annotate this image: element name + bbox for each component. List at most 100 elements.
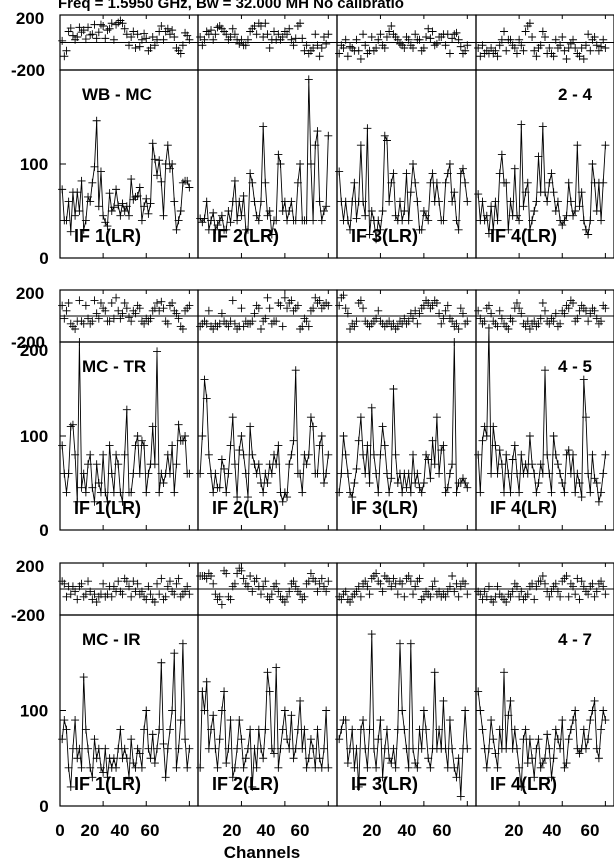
if-label: IF 4(LR) [490, 774, 557, 794]
amplitude-point [155, 488, 164, 497]
amplitude-point [300, 725, 309, 734]
phase-point [73, 595, 82, 604]
amplitude-point [545, 744, 554, 753]
phase-point [530, 595, 539, 604]
amplitude-point [406, 188, 415, 197]
amplitude-point [389, 385, 398, 393]
phase-point [525, 325, 534, 333]
amplitude-point [350, 479, 359, 487]
phase-point [71, 325, 80, 333]
amplitude-point [144, 469, 153, 478]
amplitude-point [480, 216, 489, 225]
phase-point [339, 291, 348, 300]
phase-point [363, 582, 372, 591]
phase-point [120, 299, 129, 307]
amplitude-point [367, 403, 376, 412]
amplitude-point [443, 169, 452, 178]
phase-point [432, 299, 441, 307]
amplitude-point [586, 216, 595, 225]
amplitude-point [562, 759, 571, 768]
amplitude-point [259, 754, 268, 763]
amplitude-point [525, 735, 534, 744]
amplitude-point [452, 773, 461, 782]
phase-point [298, 34, 307, 43]
amplitude-point [454, 754, 463, 763]
amplitude-point [536, 763, 545, 772]
amplitude-point [309, 216, 318, 225]
amplitude-point [109, 754, 118, 763]
phase-point [556, 41, 565, 50]
amplitude-point [356, 413, 365, 422]
amplitude-point [586, 488, 595, 497]
amplitude-point [142, 488, 151, 497]
phase-point [592, 41, 601, 50]
phase-point [341, 587, 350, 596]
amplitude-point [274, 441, 283, 450]
phase-point [88, 30, 97, 39]
phase-point [86, 587, 95, 596]
phase-point [207, 572, 216, 580]
amplitude-point [324, 131, 333, 140]
phase-point [454, 35, 463, 44]
phase-point [62, 592, 71, 601]
phase-point [532, 582, 541, 591]
phase-point [450, 587, 459, 596]
phase-point [174, 314, 183, 323]
phase-point [226, 595, 235, 604]
amplitude-point [474, 687, 483, 696]
phase-point [601, 304, 610, 313]
phase-point [452, 319, 461, 328]
if-label: IF 1(LR) [74, 498, 141, 518]
amplitude-point [174, 420, 183, 429]
phase-point [404, 572, 413, 580]
amplitude-point [564, 178, 573, 187]
amplitude-point [131, 192, 140, 201]
amplitude-point [502, 450, 511, 459]
amplitude-point [558, 479, 567, 487]
phase-point [200, 35, 209, 44]
phase-point [474, 44, 483, 52]
amplitude-point [346, 225, 355, 234]
amplitude-series-line [61, 120, 190, 232]
phase-point [597, 317, 606, 326]
amplitude-point [439, 441, 448, 450]
amplitude-point [343, 216, 352, 225]
amplitude-point [378, 422, 387, 431]
amplitude-point [380, 441, 389, 450]
phase-point [476, 314, 485, 323]
amplitude-point [461, 706, 470, 715]
amplitude-point [422, 725, 431, 734]
phase-point [374, 35, 383, 44]
amplitude-point [81, 725, 90, 734]
amplitude-point [348, 725, 357, 734]
phase-point [389, 574, 398, 583]
phase-point [443, 301, 452, 310]
amplitude-point [217, 455, 226, 464]
amplitude-point [302, 460, 311, 469]
phase-point [573, 574, 582, 583]
baseline-label: WB - MC [82, 85, 152, 104]
amplitude-point [463, 197, 472, 206]
phase-point [478, 595, 487, 604]
phase-point [599, 35, 608, 44]
amplitude-point [590, 696, 599, 705]
phase-point [322, 587, 331, 596]
amplitude-point [64, 763, 73, 772]
amplitude-point [125, 773, 133, 782]
amplitude-point [313, 127, 322, 136]
panel-r1-if3: IF 3(LR) [335, 14, 477, 259]
phase-point [393, 590, 402, 599]
phase-point [233, 569, 242, 578]
amplitude-point [140, 202, 149, 211]
phase-point [228, 296, 237, 305]
amplitude-point [168, 706, 177, 715]
amplitude-point [426, 474, 435, 483]
amplitude-point [296, 696, 305, 705]
amplitude-point [267, 744, 276, 753]
amplitude-point [400, 725, 409, 734]
phase-point [60, 579, 69, 588]
amplitude-point [571, 207, 580, 215]
amplitude-point [322, 469, 331, 478]
amplitude-tick-label: 0 [39, 521, 48, 540]
phase-tick-label: -200 [11, 333, 45, 352]
